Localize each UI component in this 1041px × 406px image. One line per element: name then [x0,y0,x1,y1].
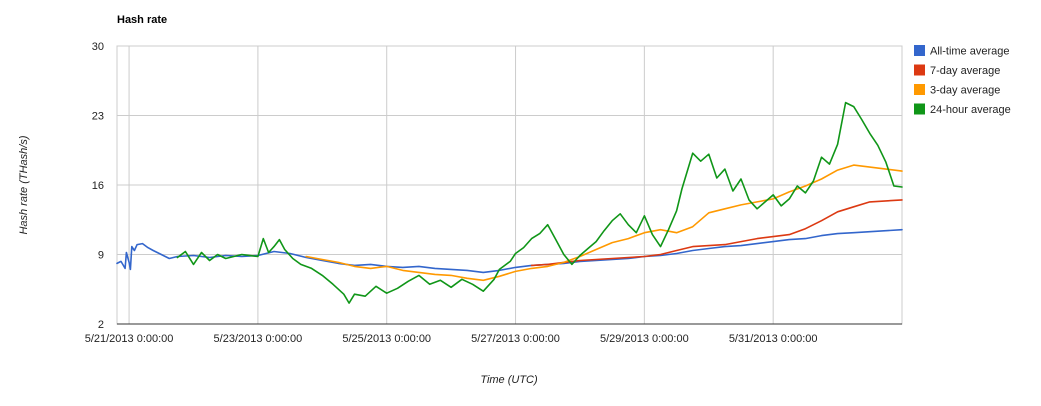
x-tick-label: 5/31/2013 0:00:00 [729,333,818,345]
y-axis-ticks: 2 9 16 23 30 [92,41,104,331]
x-tick-label: 5/21/2013 0:00:00 [85,333,174,345]
series-line-3-day-average [305,164,903,282]
x-axis-title: Time (UTC) [480,374,538,386]
legend-label-3-day-average: 3-day average [930,85,1000,97]
series-line-all-time-average [116,228,903,274]
x-tick-label: 5/23/2013 0:00:00 [214,333,303,345]
x-tick-label: 5/25/2013 0:00:00 [342,333,431,345]
legend-swatch-24-hour-average [914,103,925,115]
legend-swatch-7-day-average [914,64,925,76]
y-tick-label: 30 [92,41,104,53]
series-lines [116,101,903,304]
chart-title: Hash rate [117,14,167,26]
y-tick-label: 23 [92,111,104,123]
y-tick-label: 2 [98,319,104,331]
legend: All-time average 7-day average 3-day avera… [914,45,1011,116]
series-line-7-day-average [530,199,903,267]
legend-label-all-time-average: All-time average [930,46,1009,58]
x-axis-ticks: 5/21/2013 0:00:00 5/23/2013 0:00:00 5/25/2… [85,333,818,345]
series-line-24-hour-average [176,101,903,304]
legend-label-7-day-average: 7-day average [930,65,1000,77]
legend-label-24-hour-average: 24-hour average [930,104,1011,116]
x-tick-label: 5/27/2013 0:00:00 [471,333,560,345]
x-tick-label: 5/29/2013 0:00:00 [600,333,689,345]
y-tick-label: 16 [92,180,104,192]
y-tick-label: 9 [98,250,104,262]
gridlines [117,45,902,325]
y-axis-title: Hash rate (THash/s) [18,135,30,234]
legend-swatch-3-day-average [914,84,925,95]
legend-swatch-all-time-average [914,45,925,56]
